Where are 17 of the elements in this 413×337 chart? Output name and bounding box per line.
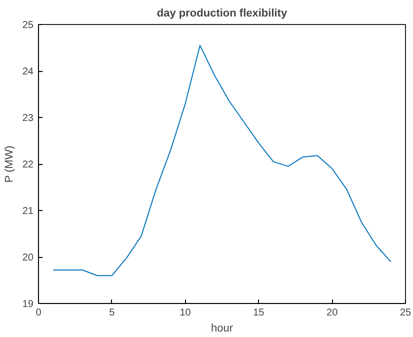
x-tick-label: 25 [400, 308, 412, 318]
y-tick-label: 21 [22, 206, 34, 217]
y-tick-label: 24 [22, 66, 34, 78]
line-series [52, 44, 392, 276]
y-tick-label: 22 [22, 160, 34, 170]
y-tick-label: 25 [22, 20, 34, 31]
x-tick-label: 10 [180, 308, 192, 318]
y-tick-label: 23 [22, 113, 34, 124]
x-tick-label: 0 [36, 308, 42, 318]
chart-title: day production flexibility [156, 8, 288, 20]
x-axis-title: hour [210, 322, 234, 334]
x-tick-label: 15 [253, 308, 265, 318]
y-tick-label: 19 [22, 299, 34, 310]
y-axis-title: P (MW) [3, 146, 16, 183]
x-tick-label: 5 [109, 308, 116, 318]
y-tick-label: 20 [22, 252, 34, 264]
x-tick-label: 20 [326, 308, 338, 318]
